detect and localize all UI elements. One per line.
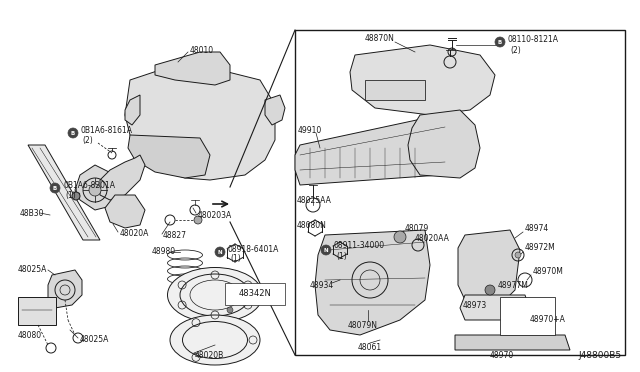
Text: 48970+A: 48970+A	[530, 315, 566, 324]
Text: 08918-6401A: 08918-6401A	[228, 244, 280, 253]
Bar	[365, 80, 425, 100]
Circle shape	[321, 245, 331, 255]
Text: 48079: 48079	[405, 224, 429, 232]
Text: 48025AA: 48025AA	[297, 196, 332, 205]
Text: 0B1A6-8161A: 0B1A6-8161A	[80, 125, 132, 135]
Polygon shape	[125, 95, 140, 125]
Text: 48B30: 48B30	[20, 208, 45, 218]
Text: 48079N: 48079N	[348, 321, 378, 330]
Text: 48972M: 48972M	[525, 244, 556, 253]
Circle shape	[68, 128, 78, 138]
Circle shape	[50, 183, 60, 193]
Text: 48020A: 48020A	[120, 228, 149, 237]
Bar	[500, 297, 555, 335]
Bar	[225, 283, 285, 305]
Text: J48800B5: J48800B5	[579, 351, 622, 360]
Polygon shape	[315, 230, 430, 335]
Text: 48973: 48973	[463, 301, 487, 310]
Text: 08911-34000: 08911-34000	[334, 241, 385, 250]
Text: 48977M: 48977M	[498, 280, 529, 289]
Polygon shape	[100, 155, 145, 200]
Text: (2): (2)	[82, 135, 93, 144]
Circle shape	[394, 231, 406, 243]
Polygon shape	[408, 110, 480, 178]
Polygon shape	[28, 145, 100, 240]
Text: 48980: 48980	[152, 247, 176, 257]
Text: 48010: 48010	[190, 45, 214, 55]
Polygon shape	[458, 230, 520, 300]
Polygon shape	[350, 45, 495, 115]
Polygon shape	[265, 95, 285, 125]
Polygon shape	[155, 52, 230, 85]
Ellipse shape	[168, 267, 262, 323]
Text: 08110-8121A: 08110-8121A	[508, 35, 559, 44]
Text: B: B	[71, 131, 75, 135]
Circle shape	[89, 184, 101, 196]
Polygon shape	[455, 335, 570, 350]
Bar	[18, 297, 56, 325]
Circle shape	[227, 307, 233, 313]
Polygon shape	[128, 135, 210, 178]
Text: 48974: 48974	[525, 224, 549, 232]
Text: (1): (1)	[65, 190, 76, 199]
Polygon shape	[125, 65, 275, 180]
Text: 0B1A6-8201A: 0B1A6-8201A	[63, 180, 115, 189]
Text: 48870N: 48870N	[365, 33, 395, 42]
Text: 48020AA: 48020AA	[415, 234, 450, 243]
Circle shape	[194, 216, 202, 224]
Polygon shape	[295, 115, 450, 185]
Circle shape	[72, 192, 80, 200]
Text: B: B	[53, 186, 57, 190]
Text: (1): (1)	[336, 253, 347, 262]
Polygon shape	[460, 295, 530, 320]
Text: 48970: 48970	[490, 350, 515, 359]
Text: 48080N: 48080N	[297, 221, 327, 230]
Text: 48827: 48827	[163, 231, 187, 240]
Text: 48934: 48934	[310, 280, 334, 289]
Text: 48080: 48080	[18, 330, 42, 340]
Text: 480203A: 480203A	[198, 211, 232, 219]
Polygon shape	[105, 195, 145, 228]
Text: 48025A: 48025A	[80, 336, 109, 344]
Circle shape	[215, 247, 225, 257]
Bar	[295, 30, 625, 355]
Ellipse shape	[170, 315, 260, 365]
Text: B: B	[498, 39, 502, 45]
Text: (1): (1)	[230, 254, 241, 263]
Polygon shape	[75, 165, 120, 210]
Text: N: N	[324, 247, 328, 253]
Circle shape	[515, 252, 521, 258]
Text: 48970M: 48970M	[533, 267, 564, 276]
Text: 48061: 48061	[358, 343, 382, 352]
Text: 48025A: 48025A	[18, 266, 47, 275]
Text: 49910: 49910	[298, 125, 323, 135]
Text: (2): (2)	[510, 45, 521, 55]
Text: N: N	[218, 250, 222, 254]
Polygon shape	[48, 270, 82, 308]
Circle shape	[485, 285, 495, 295]
Text: 48020B: 48020B	[195, 350, 224, 359]
Text: 48342N: 48342N	[239, 289, 271, 298]
Circle shape	[495, 37, 505, 47]
